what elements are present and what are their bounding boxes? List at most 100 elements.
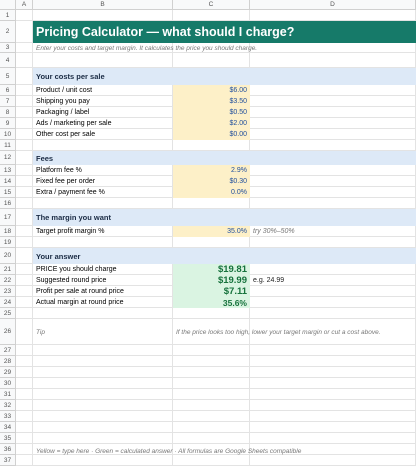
cell (250, 422, 416, 433)
input-value: $3.50 (229, 98, 247, 105)
cell (16, 198, 33, 209)
cell (250, 297, 416, 308)
cell (16, 68, 33, 85)
cell (33, 140, 173, 151)
cell (33, 176, 173, 187)
cell (173, 378, 250, 389)
cell (16, 43, 33, 53)
cell (173, 237, 250, 248)
cell (173, 226, 250, 237)
section-header: Your costs per sale (36, 72, 105, 81)
cell (173, 345, 250, 356)
cell (16, 319, 33, 345)
row-number: 2 (0, 21, 16, 43)
cell (33, 237, 173, 248)
cell (250, 129, 416, 140)
row-number: 37 (0, 455, 16, 466)
cell (173, 455, 250, 466)
cell (16, 53, 33, 68)
cell (33, 308, 173, 319)
row-number: 20 (0, 248, 16, 264)
cell (16, 248, 33, 264)
cell (33, 68, 173, 85)
input-value: 35.0% (227, 228, 247, 235)
hint: e.g. 24.99 (253, 277, 285, 284)
cell (173, 297, 250, 308)
cell (16, 264, 33, 275)
cell (250, 176, 416, 187)
row-number: 24 (0, 297, 16, 308)
row-number: 18 (0, 226, 16, 237)
row-number: 7 (0, 96, 16, 107)
cell (173, 165, 250, 176)
column-header: B (33, 0, 173, 10)
row-number: 28 (0, 356, 16, 367)
cell (16, 389, 33, 400)
cell (173, 264, 250, 275)
calculated-value: $19.99 (217, 275, 247, 286)
cell (33, 455, 173, 466)
cell (16, 422, 33, 433)
cell (33, 118, 173, 129)
label: PRICE you should charge (36, 266, 117, 273)
cell (250, 308, 416, 319)
cell (16, 411, 33, 422)
row-number: 6 (0, 85, 16, 96)
input-value: $0.50 (229, 109, 247, 116)
label: Shipping you pay (36, 98, 90, 105)
cell (173, 286, 250, 297)
cell (173, 198, 250, 209)
row-number: 10 (0, 129, 16, 140)
cell (16, 237, 33, 248)
cell (33, 248, 173, 264)
cell (250, 107, 416, 118)
cell (33, 107, 173, 118)
label: Platform fee % (36, 167, 82, 174)
cell (33, 10, 173, 21)
cell (173, 209, 250, 226)
row-number: 1 (0, 10, 16, 21)
calculated-value: $19.81 (217, 264, 247, 275)
cell (16, 444, 33, 455)
cell (33, 198, 173, 209)
cell (33, 264, 173, 275)
row-number: 21 (0, 264, 16, 275)
cell (16, 85, 33, 96)
column-header: A (16, 0, 33, 10)
cell (250, 85, 416, 96)
cell (173, 10, 250, 21)
row-number: 30 (0, 378, 16, 389)
cell (33, 85, 173, 96)
cell (173, 319, 250, 345)
row-number: 14 (0, 176, 16, 187)
cell (250, 151, 416, 165)
cell (250, 286, 416, 297)
cell (250, 400, 416, 411)
row-number: 27 (0, 345, 16, 356)
section-header: The margin you want (36, 213, 112, 222)
cell (250, 237, 416, 248)
row-number: 3 (0, 43, 16, 53)
cell (33, 187, 173, 198)
cell (16, 286, 33, 297)
cell (250, 209, 416, 226)
row-number: 29 (0, 367, 16, 378)
cell (250, 165, 416, 176)
label: Ads / marketing per sale (36, 120, 112, 127)
cell (33, 433, 173, 444)
cell (250, 118, 416, 129)
cell (250, 378, 416, 389)
cell (16, 297, 33, 308)
cell (173, 422, 250, 433)
cell (173, 433, 250, 444)
cell (173, 118, 250, 129)
cell (250, 10, 416, 21)
cell (16, 275, 33, 286)
column-header: C (173, 0, 250, 10)
cell (250, 140, 416, 151)
label: Target profit margin % (36, 228, 105, 235)
cell (250, 367, 416, 378)
cell (173, 129, 250, 140)
cell (173, 400, 250, 411)
